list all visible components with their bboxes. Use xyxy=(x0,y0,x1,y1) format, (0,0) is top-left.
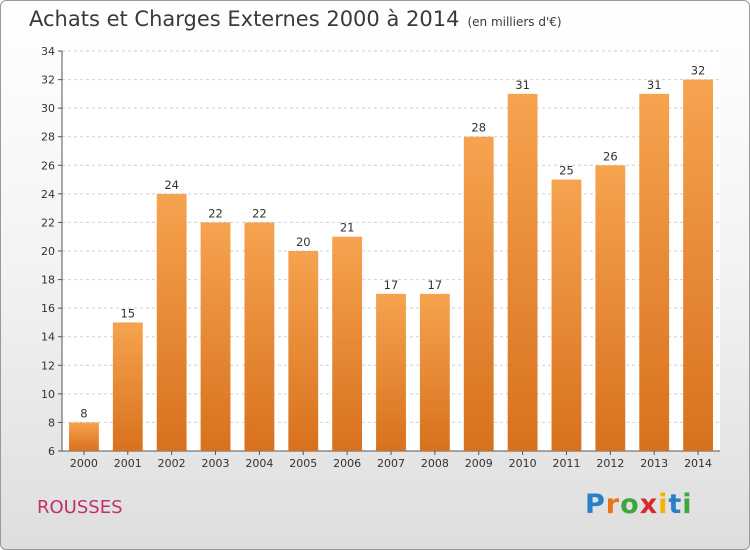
place-name: ROUSSES xyxy=(37,497,123,518)
bar-value-label: 24 xyxy=(164,178,179,192)
chart-unit: (en milliers d'€) xyxy=(467,15,562,29)
x-tick-label: 2004 xyxy=(245,457,273,470)
bar-value-label: 31 xyxy=(515,78,530,92)
bar xyxy=(156,193,187,451)
bar xyxy=(288,251,319,451)
x-tick-label: 2013 xyxy=(640,457,668,470)
x-tick-label: 2002 xyxy=(158,457,186,470)
y-tick-label: 20 xyxy=(41,245,55,258)
logo-letter: i xyxy=(682,489,693,520)
logo-letter: r xyxy=(605,489,621,520)
x-tick-label: 2006 xyxy=(333,457,361,470)
bar xyxy=(419,293,450,451)
bar xyxy=(332,236,363,451)
bar-value-label: 15 xyxy=(120,306,135,320)
y-tick-label: 12 xyxy=(41,359,55,372)
y-tick-label: 16 xyxy=(41,302,55,315)
bar xyxy=(244,222,275,451)
bar xyxy=(200,222,231,451)
bar xyxy=(463,136,494,451)
x-tick-label: 2007 xyxy=(377,457,405,470)
x-tick-label: 2014 xyxy=(684,457,712,470)
y-tick-label: 14 xyxy=(41,331,55,344)
bar-value-label: 21 xyxy=(340,221,355,235)
bar xyxy=(595,165,626,452)
bar-value-label: 22 xyxy=(252,206,267,220)
logo-letter: P xyxy=(585,489,606,520)
chart-title: Achats et Charges Externes 2000 à 2014 (e… xyxy=(29,7,562,31)
bar xyxy=(376,293,406,451)
bar xyxy=(683,79,713,452)
bar-value-label: 28 xyxy=(471,121,486,135)
bar-value-label: 22 xyxy=(208,206,223,220)
bar xyxy=(551,179,582,452)
bar xyxy=(69,422,99,451)
y-tick-label: 32 xyxy=(41,74,55,87)
y-tick-label: 26 xyxy=(41,159,55,172)
y-tick-label: 34 xyxy=(41,45,55,58)
bar-value-label: 31 xyxy=(647,78,662,92)
logo-letter: o xyxy=(620,489,640,520)
bar-value-label: 8 xyxy=(80,406,87,420)
x-tick-label: 2001 xyxy=(114,457,142,470)
y-tick-label: 28 xyxy=(41,131,55,144)
bar-value-label: 17 xyxy=(384,278,399,292)
logo-letter: i xyxy=(658,489,669,520)
x-tick-label: 2003 xyxy=(202,457,230,470)
x-tick-label: 2000 xyxy=(70,457,98,470)
x-tick-label: 2009 xyxy=(465,457,493,470)
bar-value-label: 25 xyxy=(559,164,574,178)
y-tick-label: 10 xyxy=(41,388,55,401)
y-tick-label: 30 xyxy=(41,102,55,115)
bar-value-label: 32 xyxy=(691,64,706,78)
y-tick-label: 6 xyxy=(48,445,55,458)
y-tick-label: 8 xyxy=(48,416,55,429)
bar-value-label: 17 xyxy=(428,278,443,292)
logo-letter: x xyxy=(639,489,659,520)
bar-value-label: 20 xyxy=(296,235,311,249)
logo-letter: t xyxy=(668,489,683,520)
bar xyxy=(112,322,143,451)
bar xyxy=(639,93,670,451)
bar xyxy=(507,93,538,451)
x-tick-label: 2012 xyxy=(596,457,624,470)
bar-value-label: 26 xyxy=(603,149,618,163)
chart-title-text: Achats et Charges Externes 2000 à 2014 xyxy=(29,7,460,31)
x-tick-label: 2008 xyxy=(421,457,449,470)
y-tick-label: 24 xyxy=(41,188,55,201)
y-tick-label: 22 xyxy=(41,216,55,229)
proxiti-logo: Proxiti xyxy=(585,489,693,520)
x-tick-label: 2005 xyxy=(289,457,317,470)
x-tick-label: 2011 xyxy=(552,457,580,470)
y-tick-label: 18 xyxy=(41,274,55,287)
x-tick-label: 2010 xyxy=(509,457,537,470)
